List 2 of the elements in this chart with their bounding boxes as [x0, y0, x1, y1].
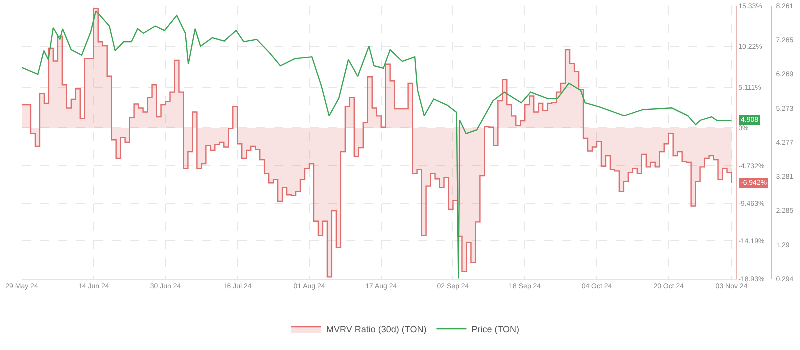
legend-label: MVRV Ratio (30d) (TON): [326, 324, 427, 334]
legend-label: Price (TON): [472, 324, 520, 334]
